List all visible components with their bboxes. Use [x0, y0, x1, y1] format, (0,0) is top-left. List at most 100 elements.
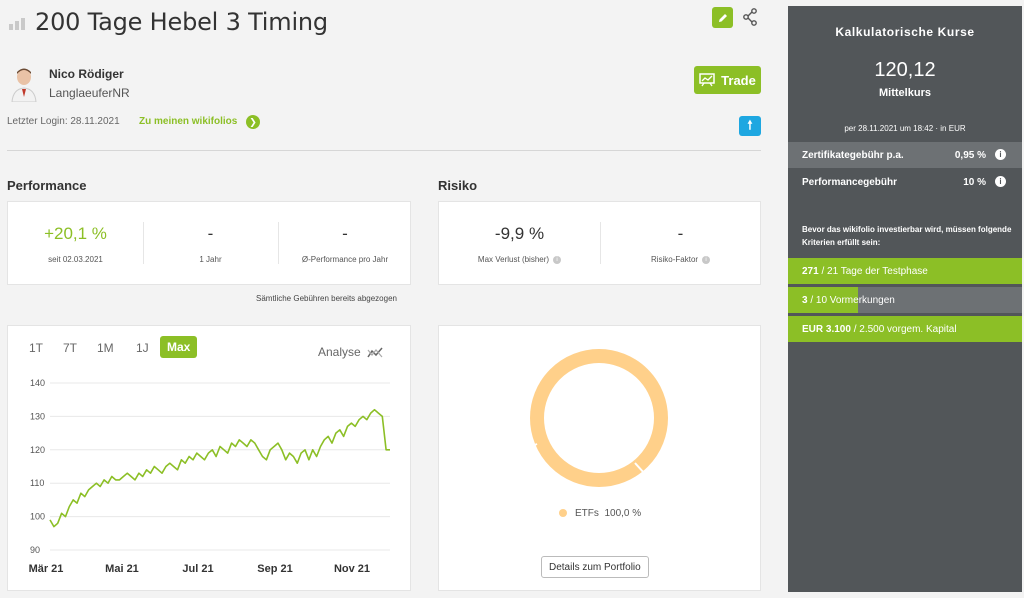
edit-button[interactable]: [712, 7, 733, 28]
range-1m[interactable]: 1M: [97, 341, 114, 355]
analyse-label: Analyse: [318, 345, 361, 359]
risk-factor: - Risiko-Faktor i: [600, 202, 761, 286]
risk-card: -9,9 % Max Verlust (bisher) i - Risiko-Fa…: [438, 201, 761, 285]
portfolio-details-button[interactable]: Details zum Portfolio: [541, 556, 649, 578]
y-tick-label: 90: [30, 545, 40, 555]
mid-price: 120,12: [874, 59, 936, 81]
divider: [7, 150, 761, 151]
separator: [278, 222, 279, 264]
range-max[interactable]: Max: [160, 336, 198, 358]
fees-note: Sämtliche Gebühren bereits abgezogen: [256, 294, 397, 303]
criteria-progress: [788, 258, 1022, 284]
arrow-up-icon: 🠕: [747, 117, 753, 132]
kpi-label: seit 02.03.2021: [48, 255, 103, 264]
fee-label: Performancegebühr: [802, 177, 898, 188]
kpi-value: -: [677, 224, 684, 243]
legend-value: 100,0 %: [604, 508, 642, 519]
criteria-progress: [788, 287, 859, 313]
legend-label: ETFs: [575, 508, 599, 519]
y-tick-label: 130: [30, 411, 45, 421]
criteria-rest: / 21 Tage der Testphase: [818, 266, 928, 277]
y-tick-label: 140: [30, 378, 45, 388]
performance-line-chart[interactable]: 140 130 120 110 100 90 Mär 21 Mai 21 Jul 21 Sep 2…: [8, 326, 412, 592]
kpi-label: Ø-Performance pro Jahr: [301, 255, 389, 264]
donut-segment-etfs: [530, 349, 668, 487]
trade-button[interactable]: Trade: [694, 66, 761, 94]
criteria-text: 3 / 10 Vormerkungen: [802, 295, 895, 306]
legend-swatch: [559, 509, 567, 518]
info-icon[interactable]: i: [553, 255, 562, 264]
risk-max-loss: -9,9 % Max Verlust (bisher) i: [439, 202, 600, 286]
price-date: per 28.11.2021 um 18:42 · in EUR: [844, 124, 966, 133]
y-tick-label: 110: [30, 478, 44, 488]
price-panel: Kalkulatorische Kurse 120,12 Mittelkurs …: [788, 6, 1022, 592]
trade-label: Trade: [721, 72, 756, 88]
risk-heading: Risiko: [438, 178, 478, 193]
criteria-note: Bevor das wikifolio investierbar wird, m…: [802, 225, 1012, 247]
fee-value: 0,95 %: [954, 150, 986, 161]
criteria-strong: EUR 3.100: [802, 324, 851, 335]
x-tick-label: Nov 21: [334, 563, 370, 575]
analyse-button[interactable]: Analyse: [318, 345, 383, 359]
kpi-label: Risiko-Faktor: [650, 255, 699, 264]
panel-title: Kalkulatorische Kurse: [835, 25, 975, 39]
fee-row-certificate: Zertifikategebühr p.a. 0,95 % i: [788, 142, 1022, 168]
performance-since-start: +20,1 % seit 02.03.2021: [8, 202, 143, 286]
mid-price-label: Mittelkurs: [879, 87, 931, 99]
x-tick-label: Sep 21: [257, 563, 292, 575]
portfolio-donut-chart: [526, 349, 668, 487]
analyse-icon: [367, 347, 383, 358]
kpi-label-wrap: Risiko-Faktor i: [600, 255, 761, 264]
criteria-strong: 3: [802, 295, 808, 306]
donut-gap: [526, 443, 538, 449]
criteria-strong: 271: [802, 266, 819, 277]
kpi-label: Max Verlust (bisher): [477, 255, 550, 264]
y-tick-label: 120: [30, 445, 45, 455]
performance-heading: Performance: [7, 178, 87, 193]
info-icon[interactable]: i: [702, 255, 711, 264]
kpi-value: -: [207, 224, 214, 243]
trader-name[interactable]: Nico Rödiger: [49, 67, 124, 81]
x-tick-label: Mär 21: [29, 563, 64, 575]
separator: [600, 222, 601, 264]
criteria-reservations: 3 / 10 Vormerkungen: [788, 287, 1022, 313]
info-icon[interactable]: i: [995, 149, 1006, 160]
criteria-progress: [788, 316, 1022, 342]
my-wikifolios-link[interactable]: Zu meinen wikifolios: [139, 116, 238, 127]
y-tick-label: 100: [30, 512, 45, 522]
range-7t[interactable]: 7T: [63, 341, 78, 355]
chart-bars-icon: [9, 16, 27, 30]
kpi-value: +20,1 %: [44, 224, 107, 243]
kpi-value: -9,9 %: [494, 224, 545, 243]
separator: [143, 222, 144, 264]
criteria-rest: / 10 Vormerkungen: [807, 295, 895, 306]
range-1t[interactable]: 1T: [29, 341, 44, 355]
kpi-label: 1 Jahr: [199, 255, 222, 264]
info-icon[interactable]: i: [995, 176, 1006, 187]
criteria-test-phase: 271 / 21 Tage der Testphase: [788, 258, 1022, 284]
performance-1-year: - 1 Jahr: [143, 202, 278, 286]
chevron-right-icon[interactable]: ❯: [246, 115, 260, 129]
last-login: Letzter Login: 28.11.2021: [7, 116, 120, 127]
criteria-text: 271 / 21 Tage der Testphase: [802, 266, 928, 277]
x-tick-label: Jul 21: [182, 563, 213, 575]
fee-row-performance: Performancegebühr 10 % i: [788, 169, 1022, 195]
portfolio-card: ETFs 100,0 % Details zum Portfolio: [438, 325, 761, 591]
kpi-label-wrap: Max Verlust (bisher) i: [439, 255, 600, 264]
criteria-rest: / 2.500 vorgem. Kapital: [850, 324, 957, 335]
criteria-capital: EUR 3.100 / 2.500 vorgem. Kapital: [788, 316, 1022, 342]
trader-handle[interactable]: LanglaeuferNR: [49, 86, 130, 100]
performance-avg-year: - Ø-Performance pro Jahr: [278, 202, 412, 286]
avatar[interactable]: [9, 64, 39, 102]
chart-board-icon: [699, 73, 715, 87]
kpi-value: -: [342, 224, 348, 243]
portfolio-legend: ETFs 100,0 %: [559, 508, 641, 519]
page-title: 200 Tage Hebel 3 Timing: [35, 8, 328, 36]
fee-value: 10 %: [963, 177, 986, 188]
pencil-icon: [718, 13, 727, 22]
range-1j[interactable]: 1J: [136, 341, 149, 355]
series-line: [49, 408, 390, 528]
upload-button[interactable]: 🠕: [739, 116, 761, 136]
criteria-text: EUR 3.100 / 2.500 vorgem. Kapital: [802, 324, 957, 335]
share-icon[interactable]: [742, 8, 758, 26]
